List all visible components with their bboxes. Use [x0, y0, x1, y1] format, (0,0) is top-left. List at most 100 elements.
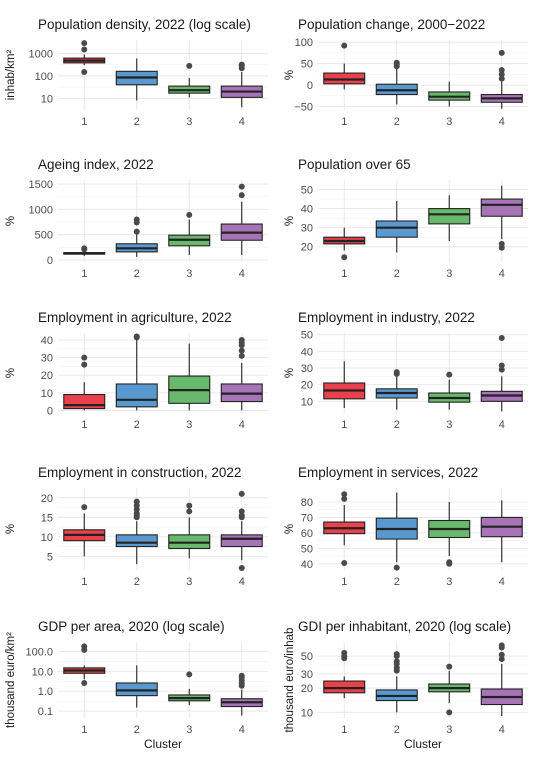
box-cluster-3 — [428, 663, 471, 716]
box-cluster-1 — [323, 42, 366, 90]
box-cluster-4 — [480, 642, 523, 717]
outlier-point — [186, 508, 193, 515]
box-cluster-1 — [63, 354, 106, 411]
y-tick-label: 60 — [301, 528, 313, 540]
panel-employment-construction: 5 10 15 20 1 2 3 4 Employment in construction, 2… — [5, 465, 268, 588]
outlier-point — [81, 643, 88, 650]
box-cluster-1 — [323, 649, 366, 699]
x-tick-label: 1 — [81, 576, 87, 588]
y-tick-label: 10 — [41, 532, 53, 544]
y-tick-label: 0.1 — [38, 706, 53, 718]
outlier-point — [446, 663, 453, 670]
outlier-point — [393, 658, 400, 665]
y-tick-label: 20 — [301, 683, 313, 695]
y-axis-label: % — [5, 524, 17, 534]
panel-title: Employment in services, 2022 — [298, 465, 478, 480]
y-tick-label: 10 — [301, 396, 313, 408]
outlier-point — [81, 504, 88, 511]
outlier-point — [238, 508, 245, 515]
outlier-point — [341, 491, 348, 498]
y-tick-label: 0 — [47, 405, 53, 417]
x-tick-label: 4 — [499, 116, 505, 128]
y-tick-label: 50 — [301, 59, 313, 71]
outlier-point — [81, 68, 88, 75]
box-cluster-3 — [428, 371, 471, 410]
outlier-point — [81, 679, 88, 686]
box-cluster-1 — [323, 227, 366, 261]
x-tick-label: 3 — [186, 419, 192, 431]
y-tick-label: 10 — [41, 388, 53, 400]
outlier-point — [393, 59, 400, 66]
y-tick-label: 30 — [301, 363, 313, 375]
outlier-point — [81, 46, 88, 53]
panel-title: Population density, 2022 (log scale) — [38, 17, 251, 32]
panel-population-change: −50 0 50 100 1 2 3 4 Population change, 2000−202… — [284, 17, 528, 128]
outlier-point — [238, 192, 245, 199]
box-cluster-1 — [323, 491, 366, 567]
box-cluster-4 — [220, 61, 263, 108]
panel-population-density: 10 100 1000 1 2 3 4 Population density, 2022 (l… — [5, 17, 268, 128]
y-tick-label: 1500 — [29, 179, 53, 191]
box-cluster-2 — [115, 665, 158, 708]
panel-title: Employment in construction, 2022 — [38, 465, 241, 480]
y-tick-label: 40 — [301, 204, 313, 216]
x-tick-label: 4 — [499, 419, 505, 431]
x-tick-label: 3 — [446, 419, 452, 431]
outlier-point — [341, 560, 348, 567]
x-tick-label: 1 — [81, 419, 87, 431]
x-tick-label: 4 — [239, 116, 245, 128]
y-axis-label: inhab/km² — [5, 50, 17, 101]
x-tick-label: 1 — [81, 724, 87, 736]
panel-ageing-index: 0 500 1000 1500 1 2 3 4 Ageing index, 2022% — [5, 157, 268, 280]
y-axis-label: thousand euro/km² — [5, 632, 17, 728]
outlier-point — [238, 490, 245, 497]
x-tick-label: 1 — [81, 268, 87, 280]
panel-employment-industry: 10 20 30 40 50 1 2 3 4 Employment in industry, 20… — [284, 310, 528, 431]
y-tick-label: 500 — [35, 230, 53, 242]
y-tick-label: 1.0 — [38, 686, 53, 698]
x-tick-label: 4 — [239, 268, 245, 280]
panel-title: Employment in agriculture, 2022 — [38, 310, 232, 325]
outlier-point — [498, 335, 505, 341]
y-tick-label: 80 — [301, 497, 313, 509]
box-cluster-4 — [480, 500, 523, 563]
panel-title: Ageing index, 2022 — [38, 157, 154, 172]
x-tick-label: 3 — [186, 576, 192, 588]
x-tick-label: 1 — [341, 576, 347, 588]
outlier-point — [498, 651, 505, 658]
box-cluster-3 — [168, 343, 211, 411]
outlier-point — [238, 352, 245, 359]
box-cluster-2 — [115, 58, 158, 101]
outlier-point — [341, 495, 348, 502]
y-tick-label: 20 — [41, 370, 53, 382]
y-tick-label: 70 — [301, 512, 313, 524]
y-tick-label: 10 — [41, 93, 53, 105]
iqr-box — [63, 393, 106, 410]
x-tick-label: 2 — [394, 576, 400, 588]
y-tick-label: 40 — [301, 559, 313, 571]
y-tick-label: 40 — [301, 346, 313, 358]
y-tick-label: −50 — [294, 102, 313, 114]
box-cluster-1 — [63, 504, 106, 557]
panel-employment-agriculture: 0 10 20 30 40 1 2 3 4 Employment in agriculture, … — [5, 310, 268, 431]
outlier-point — [238, 672, 245, 679]
y-tick-label: 30 — [301, 669, 313, 681]
outlier-point — [341, 649, 348, 656]
outlier-point — [446, 559, 453, 566]
x-tick-label: 3 — [446, 724, 452, 736]
box-cluster-2 — [115, 498, 158, 565]
outlier-point — [133, 216, 140, 223]
outlier-point — [341, 254, 348, 261]
x-tick-label: 3 — [186, 724, 192, 736]
outlier-point — [133, 333, 140, 340]
x-tick-label: 4 — [239, 419, 245, 431]
box-cluster-3 — [168, 211, 211, 255]
y-tick-label: 1000 — [29, 204, 53, 216]
y-tick-label: 50 — [301, 651, 313, 663]
y-tick-label: 30 — [301, 223, 313, 235]
y-tick-label: 15 — [41, 512, 53, 524]
y-tick-label: 20 — [301, 380, 313, 392]
outlier-point — [498, 656, 505, 663]
outlier-point — [393, 651, 400, 658]
outlier-point — [186, 502, 193, 509]
